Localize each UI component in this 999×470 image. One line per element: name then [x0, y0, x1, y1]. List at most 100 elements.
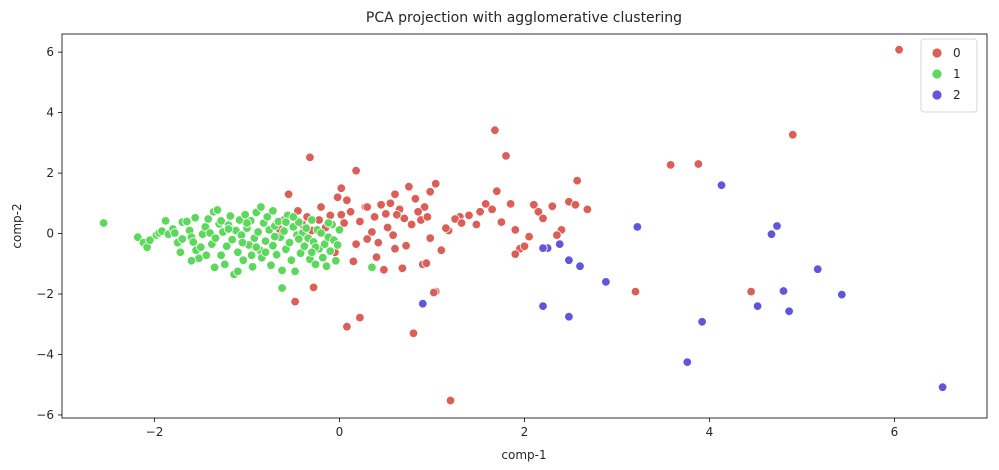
point-series-1-54	[260, 236, 271, 246]
point-series-0-53	[367, 227, 377, 237]
point-series-0-12	[533, 207, 544, 217]
point-series-0-50	[376, 200, 386, 210]
point-series-1-107	[256, 202, 266, 212]
point-series-2-3	[784, 306, 794, 317]
point-series-2-12	[601, 277, 611, 287]
plot-area-background	[62, 34, 987, 418]
point-series-0-57	[351, 165, 361, 176]
point-series-1-36	[227, 234, 237, 245]
point-series-1-104	[201, 250, 212, 261]
point-series-1-39	[233, 247, 243, 258]
point-series-2-7	[752, 301, 763, 311]
point-series-0-91	[524, 231, 534, 242]
point-series-1-118	[242, 218, 252, 228]
point-series-1-100	[268, 206, 278, 216]
point-series-1-50	[253, 227, 263, 237]
series-2	[418, 180, 948, 392]
point-series-1-115	[270, 231, 280, 242]
y-tick-label: 4	[46, 106, 54, 120]
point-series-0-93	[404, 181, 414, 192]
point-series-0-87	[390, 243, 400, 254]
y-tick-label: −4	[36, 348, 54, 362]
point-series-0-41	[401, 240, 411, 251]
y-axis-label: comp-2	[10, 203, 24, 248]
point-series-0-98	[422, 212, 433, 222]
point-series-0-94	[392, 210, 402, 220]
point-series-0-77	[290, 296, 300, 307]
point-series-1-85	[318, 253, 328, 263]
point-series-2-6	[766, 229, 777, 239]
series-1	[98, 202, 377, 293]
y-tick-label: 2	[46, 166, 54, 180]
point-series-2-5	[772, 221, 782, 231]
point-series-0-65	[325, 210, 336, 221]
point-series-1-63	[277, 265, 287, 276]
point-series-0-40	[406, 219, 417, 230]
point-series-0-38	[413, 207, 423, 217]
point-series-0-80	[355, 312, 365, 323]
point-series-0-67	[316, 202, 326, 212]
x-tick-label: 6	[891, 425, 899, 439]
point-series-1-108	[277, 283, 287, 293]
point-series-0-6	[572, 175, 582, 186]
point-series-1-35	[225, 211, 236, 221]
point-series-1-76	[301, 223, 311, 233]
point-series-0-99	[456, 218, 467, 228]
point-series-1-42	[238, 255, 249, 265]
point-series-1-119	[260, 247, 271, 258]
point-series-1-8	[160, 216, 171, 226]
legend-label-2: 2	[953, 88, 961, 102]
x-tick-label: −2	[146, 425, 164, 439]
point-series-2-19	[538, 243, 548, 253]
point-series-0-89	[481, 199, 491, 209]
point-series-1-20	[196, 242, 206, 252]
point-series-1-111	[323, 218, 334, 228]
point-series-2-20	[418, 299, 428, 309]
point-series-0-20	[570, 200, 581, 210]
series-0	[274, 45, 904, 406]
point-series-1-32	[220, 259, 230, 270]
legend-box	[920, 38, 978, 113]
y-axis: −6 −4 −2 0 2 4 6	[36, 45, 62, 422]
point-series-2-2	[813, 264, 823, 274]
point-series-1-99	[246, 250, 257, 261]
chart-title: PCA projection with agglomerative cluste…	[366, 10, 682, 26]
point-series-0-11	[529, 200, 539, 210]
point-series-0-51	[373, 237, 384, 248]
point-series-0-8	[582, 204, 593, 215]
point-series-1-79	[307, 215, 317, 225]
point-series-1-4	[145, 235, 155, 245]
point-series-1-14	[182, 216, 192, 227]
point-series-0-95	[362, 202, 372, 212]
point-series-1-55	[262, 212, 273, 222]
point-series-2-14	[564, 255, 574, 265]
point-series-0-60	[342, 195, 352, 206]
point-series-1-57	[266, 260, 276, 271]
legend-marker-1	[931, 68, 943, 80]
point-series-1-103	[190, 213, 200, 223]
point-series-0-39	[410, 194, 421, 204]
point-series-0-46	[388, 230, 398, 240]
point-series-1-92	[331, 256, 341, 266]
legend-label-0: 0	[953, 46, 961, 60]
y-tick-label: 6	[46, 45, 54, 59]
point-series-1-1	[133, 232, 143, 242]
x-axis: −2 0 2 4 6	[146, 418, 899, 439]
point-series-0-17	[519, 241, 530, 252]
point-series-1-30	[216, 250, 226, 261]
point-series-2-9	[697, 317, 707, 327]
point-series-1-64	[279, 226, 289, 236]
point-series-0-36	[425, 187, 435, 197]
point-series-1-17	[188, 237, 199, 247]
point-series-1-58	[268, 240, 278, 251]
point-series-0-3	[665, 160, 676, 170]
point-series-0-43	[399, 213, 410, 224]
point-series-1-102	[170, 228, 180, 238]
point-series-0-19	[552, 230, 562, 240]
point-series-0-25	[464, 210, 474, 221]
point-series-1-98	[233, 266, 243, 277]
points-layer	[98, 45, 948, 406]
point-series-0-61	[339, 218, 349, 228]
